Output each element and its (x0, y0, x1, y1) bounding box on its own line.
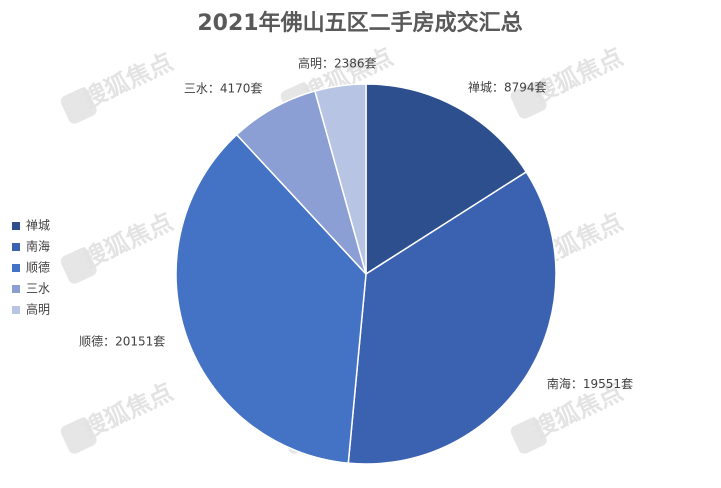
watermark-icon (60, 417, 97, 454)
legend-label: 高明 (26, 302, 50, 317)
legend-label: 三水 (26, 282, 50, 296)
watermark-icon (510, 82, 547, 119)
legend-swatch (12, 264, 20, 272)
data-label: 禅城：8794套 (468, 81, 547, 95)
legend-label: 禅城 (26, 219, 50, 233)
pie-slice (175, 133, 367, 464)
data-label: 顺德：20151套 (79, 334, 165, 349)
data-label: 高明：2386套 (298, 55, 377, 70)
legend-swatch (12, 222, 20, 230)
watermark-icon (60, 87, 97, 124)
data-label: 三水：4170套 (184, 82, 263, 96)
data-label: 南海：19551套 (547, 376, 633, 391)
pie-slice (347, 170, 557, 465)
pie-slice (313, 83, 367, 275)
legend-label: 南海 (26, 239, 50, 254)
watermark-icon (510, 417, 547, 454)
watermark-icon (60, 247, 97, 284)
chart-title: 2021年佛山五区二手房成交汇总 (197, 10, 522, 36)
pie (175, 83, 557, 465)
legend-swatch (12, 285, 20, 293)
legend-label: 顺德 (26, 260, 50, 275)
legend-swatch (12, 243, 20, 251)
pie-slice (365, 83, 528, 276)
legend-swatch (12, 306, 20, 314)
